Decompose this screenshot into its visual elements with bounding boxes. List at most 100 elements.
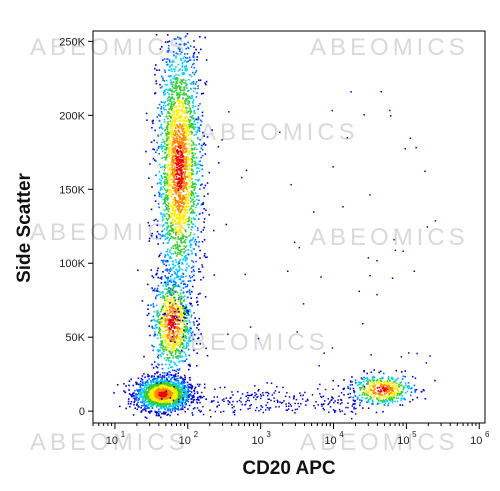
event-dot <box>178 145 180 147</box>
event-dot <box>187 128 190 131</box>
event-dot <box>197 328 200 331</box>
event-dot <box>170 79 172 81</box>
event-dot <box>124 391 126 394</box>
event-dot <box>157 354 160 356</box>
event-dot <box>151 398 153 401</box>
event-dot <box>187 364 190 366</box>
event-dot <box>168 392 171 395</box>
event-dot <box>191 398 193 400</box>
event-dot <box>181 179 183 181</box>
event-dot <box>166 164 169 166</box>
event-dot <box>145 388 148 391</box>
event-dot <box>190 222 193 224</box>
event-dot <box>151 390 153 393</box>
event-dot <box>158 291 161 293</box>
event-dot <box>170 319 173 322</box>
event-dot <box>188 192 191 195</box>
event-dot <box>155 397 157 400</box>
event-dot <box>145 398 147 401</box>
event-dot <box>176 137 179 140</box>
event-dot <box>178 191 180 194</box>
event-dot <box>189 293 192 296</box>
event-dot <box>187 220 189 223</box>
event-dot <box>173 296 176 299</box>
event-dot <box>159 182 161 185</box>
event-dot <box>182 316 184 319</box>
event-dot <box>171 127 174 129</box>
event-dot <box>175 106 177 109</box>
event-dot <box>184 158 187 161</box>
event-dot <box>116 384 119 386</box>
event-dot <box>161 344 164 347</box>
event-dot <box>191 152 194 155</box>
event-dot <box>159 115 161 117</box>
event-dot <box>142 400 145 403</box>
event-dot <box>165 311 167 314</box>
event-dot <box>169 290 172 292</box>
event-dot <box>171 96 173 98</box>
event-dot <box>183 131 185 133</box>
event-dot <box>193 396 195 398</box>
event-dot <box>169 361 172 364</box>
event-dot <box>186 143 189 146</box>
event-dot <box>155 379 158 382</box>
event-dot <box>147 382 149 384</box>
event-dot <box>145 417 148 419</box>
event-dot <box>185 343 188 346</box>
event-dot <box>199 188 201 190</box>
event-dot <box>165 411 167 414</box>
event-dot <box>136 382 138 384</box>
event-dot <box>187 348 190 351</box>
event-dot <box>159 394 162 397</box>
event-dot <box>167 283 169 286</box>
event-dot <box>174 152 176 154</box>
event-dot <box>163 315 165 318</box>
event-dot <box>142 399 145 401</box>
event-dot <box>176 335 178 338</box>
watermark-text: ABEOMICS <box>200 119 359 146</box>
event-dot <box>187 103 189 105</box>
event-dot <box>177 401 180 403</box>
event-dot <box>188 404 191 407</box>
event-dot <box>172 170 174 173</box>
event-dot <box>170 374 173 376</box>
event-dot <box>192 183 194 185</box>
event-dot <box>152 399 154 401</box>
event-dot <box>184 317 187 319</box>
event-dot <box>181 93 184 96</box>
event-dot <box>166 179 169 182</box>
event-dot <box>164 318 167 320</box>
event-dot <box>168 192 170 195</box>
event-dot <box>173 391 175 394</box>
event-dot <box>185 196 187 198</box>
event-dot <box>190 250 193 252</box>
event-dot <box>154 386 157 389</box>
event-dot <box>192 192 195 195</box>
event-dot <box>177 309 179 312</box>
event-dot <box>179 211 181 213</box>
event-dot <box>169 409 171 412</box>
event-dot <box>180 101 182 103</box>
event-dot <box>171 81 174 84</box>
event-dot <box>180 337 182 340</box>
event-dot <box>170 169 173 171</box>
event-dot <box>201 114 204 117</box>
event-dot <box>174 341 176 343</box>
event-dot <box>189 145 192 147</box>
event-dot <box>179 141 182 143</box>
event-dot <box>146 381 148 383</box>
event-dot <box>188 199 190 202</box>
event-dot <box>182 215 185 217</box>
event-dot <box>147 400 150 403</box>
event-dot <box>176 166 179 169</box>
event-dot <box>172 266 175 269</box>
event-dot <box>172 325 175 327</box>
event-dot <box>179 336 181 339</box>
event-dot <box>180 403 182 405</box>
event-dot <box>143 408 145 411</box>
event-dot <box>195 342 198 345</box>
event-dot <box>184 168 187 170</box>
event-dot <box>171 161 174 164</box>
event-dot <box>188 220 190 222</box>
